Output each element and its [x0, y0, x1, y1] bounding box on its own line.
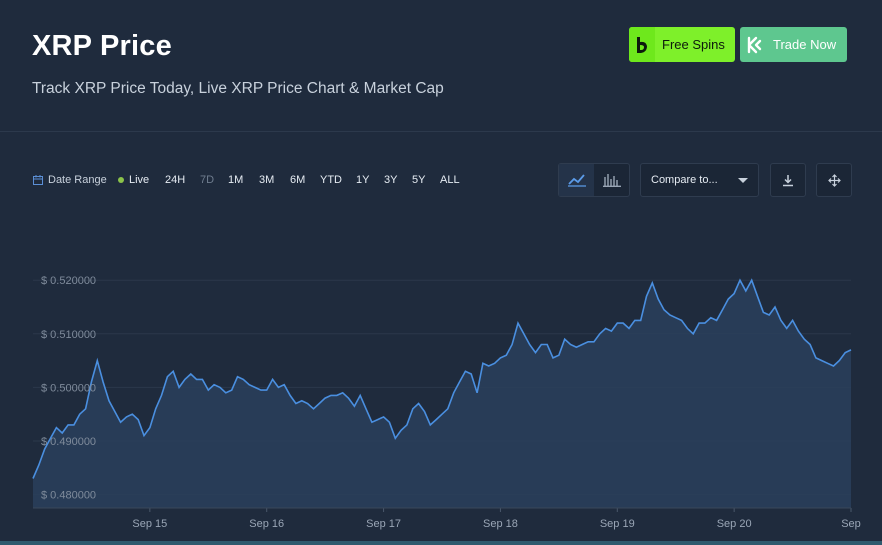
move-icon [827, 173, 841, 187]
trade-now-label: Trade Now [773, 37, 837, 52]
price-line [32, 278, 852, 479]
range-3m[interactable]: 3M [259, 174, 275, 186]
range-24h[interactable]: 24H [165, 174, 186, 186]
y-tick-label: $ 0.520000 [41, 275, 96, 287]
chevron-down-icon [738, 177, 748, 183]
trade-now-button[interactable]: Trade Now [740, 27, 847, 62]
page-subtitle: Track XRP Price Today, Live XRP Price Ch… [32, 80, 444, 97]
chart-toolbar: Date Range Live 24H 7D 1M 3M 6M YTD 1Y 3… [0, 160, 882, 200]
range-3y[interactable]: 3Y [384, 174, 398, 186]
range-1y[interactable]: 1Y [356, 174, 370, 186]
x-tick-label: Sep [841, 518, 861, 530]
live-label: Live [129, 174, 150, 186]
range-ytd[interactable]: YTD [320, 174, 342, 186]
bar-chart-icon [602, 174, 621, 187]
page-title: XRP Price [32, 30, 172, 62]
y-tick-label: $ 0.490000 [41, 436, 96, 448]
download-icon [783, 174, 793, 186]
page-header: XRP Price Track XRP Price Today, Live XR… [0, 0, 882, 132]
price-area [33, 280, 851, 508]
y-tick-label: $ 0.510000 [41, 329, 96, 341]
range-live[interactable]: Live [118, 174, 149, 186]
date-range-control[interactable]: Date Range [33, 174, 107, 186]
calendar-icon [33, 175, 43, 185]
live-dot-icon [118, 177, 124, 183]
move-button[interactable] [816, 163, 852, 197]
bottom-scrollbar[interactable] [0, 541, 882, 545]
range-6m[interactable]: 6M [290, 174, 306, 186]
x-tick-label: Sep 17 [366, 518, 401, 530]
line-chart-button[interactable] [559, 164, 594, 196]
line-chart-icon [567, 174, 586, 187]
x-tick-label: Sep 16 [249, 518, 284, 530]
date-range-label: Date Range [48, 174, 107, 186]
y-tick-label: $ 0.480000 [41, 490, 96, 502]
compare-dropdown[interactable]: Compare to... [640, 163, 759, 197]
chart-type-toggle [558, 163, 630, 197]
x-tick-label: Sep 15 [132, 518, 167, 530]
range-all[interactable]: ALL [440, 174, 460, 186]
bar-chart-button[interactable] [594, 164, 629, 196]
y-tick-label: $ 0.500000 [41, 382, 96, 394]
download-button[interactable] [770, 163, 806, 197]
range-1m[interactable]: 1M [228, 174, 244, 186]
kucoin-logo-icon [740, 36, 770, 54]
x-tick-label: Sep 19 [600, 518, 635, 530]
compare-label: Compare to... [651, 174, 718, 186]
bc-logo-icon [629, 27, 655, 62]
range-7d[interactable]: 7D [200, 174, 215, 186]
x-tick-label: Sep 20 [717, 518, 752, 530]
range-5y[interactable]: 5Y [412, 174, 426, 186]
x-tick-label: Sep 18 [483, 518, 518, 530]
free-spins-label: Free Spins [662, 37, 725, 52]
free-spins-button[interactable]: Free Spins [629, 27, 735, 62]
